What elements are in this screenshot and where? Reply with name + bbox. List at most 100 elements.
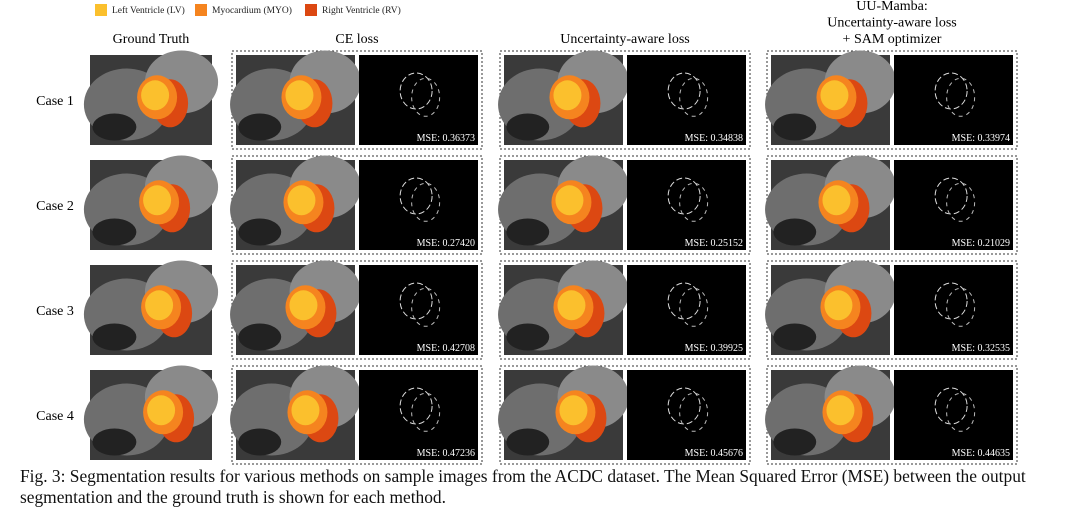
tissue [92,428,137,456]
error-map [359,370,478,460]
error-background [894,370,1013,460]
tissue [773,218,817,246]
error-edge [411,287,441,327]
error-map [627,55,746,145]
error-edge [934,72,968,110]
method-frame [499,155,751,255]
row-label: Case 2 [36,199,74,214]
mse-label: MSE: 0.39925 [685,343,743,354]
mse-label: MSE: 0.44635 [952,448,1010,459]
mse-label: MSE: 0.47236 [417,448,475,459]
tissue [238,218,282,246]
method-frame [499,50,751,150]
mse-label: MSE: 0.25152 [685,238,743,249]
tissue [238,323,282,351]
lv [289,290,318,321]
column-header: Uncertainty-aware loss [560,32,689,47]
mri-image [765,260,896,355]
lv [826,395,855,426]
column-header: CE loss [335,32,378,47]
tissue [506,428,550,456]
error-edge [399,282,433,320]
error-edge [679,182,709,222]
method-frame [499,260,751,360]
error-background [627,55,746,145]
tissue [506,113,550,141]
column-header: UU-Mamba: [856,0,928,14]
error-edge [946,287,976,327]
error-background [359,265,478,355]
mse-label: MSE: 0.42708 [417,343,475,354]
mse-label: MSE: 0.36373 [417,133,475,144]
error-map [894,265,1013,355]
error-edge [679,392,709,432]
error-background [627,160,746,250]
tissue [773,428,817,456]
error-map [894,55,1013,145]
error-background [627,265,746,355]
lv [824,290,853,321]
row-label: Case 1 [36,94,74,109]
error-map [894,370,1013,460]
mri-image [230,50,361,145]
tissue [506,323,550,351]
error-edge [399,177,433,215]
method-frame [766,365,1018,465]
mri-image [498,260,629,355]
mse-label: MSE: 0.32535 [952,343,1010,354]
error-edge [667,282,701,320]
error-background [359,160,478,250]
column-header: Ground Truth [113,32,190,47]
mri-image [230,260,361,355]
mri-image [230,365,361,460]
error-map [359,55,478,145]
mri-image [83,260,219,355]
error-edge [399,72,433,110]
error-map [627,370,746,460]
error-edge [679,287,709,327]
lv [147,395,176,426]
mse-label: MSE: 0.33974 [952,133,1010,144]
error-edge [667,387,701,425]
error-background [359,370,478,460]
mri-image [498,50,629,145]
mri-image [765,365,896,460]
mri-image [765,155,896,250]
column-header: + SAM optimizer [843,32,942,47]
mse-label: MSE: 0.27420 [417,238,475,249]
legend-label: Right Ventricle (RV) [322,5,401,16]
method-frame [499,365,751,465]
tissue [238,113,282,141]
column-header: Uncertainty-aware loss [827,16,956,31]
mri-image [498,365,629,460]
mri-image [83,365,219,460]
lv [555,185,584,216]
mri-image [83,155,219,250]
method-frame [231,50,483,150]
error-edge [934,282,968,320]
lv [820,80,849,111]
error-map [359,265,478,355]
tissue [238,428,282,456]
lv [287,185,316,216]
error-edge [934,177,968,215]
tissue [92,323,137,351]
error-edge [934,387,968,425]
error-background [627,370,746,460]
error-edge [667,177,701,215]
method-frame [231,365,483,465]
error-background [894,265,1013,355]
error-edge [411,392,441,432]
mri-image [498,155,629,250]
error-edge [667,72,701,110]
legend-label: Left Ventricle (LV) [112,5,185,16]
legend-swatch [95,4,107,16]
method-frame [766,50,1018,150]
error-background [894,160,1013,250]
error-background [359,55,478,145]
error-edge [411,77,441,117]
error-edge [946,77,976,117]
lv [145,290,174,321]
error-map [627,265,746,355]
legend-label: Myocardium (MYO) [212,5,292,16]
